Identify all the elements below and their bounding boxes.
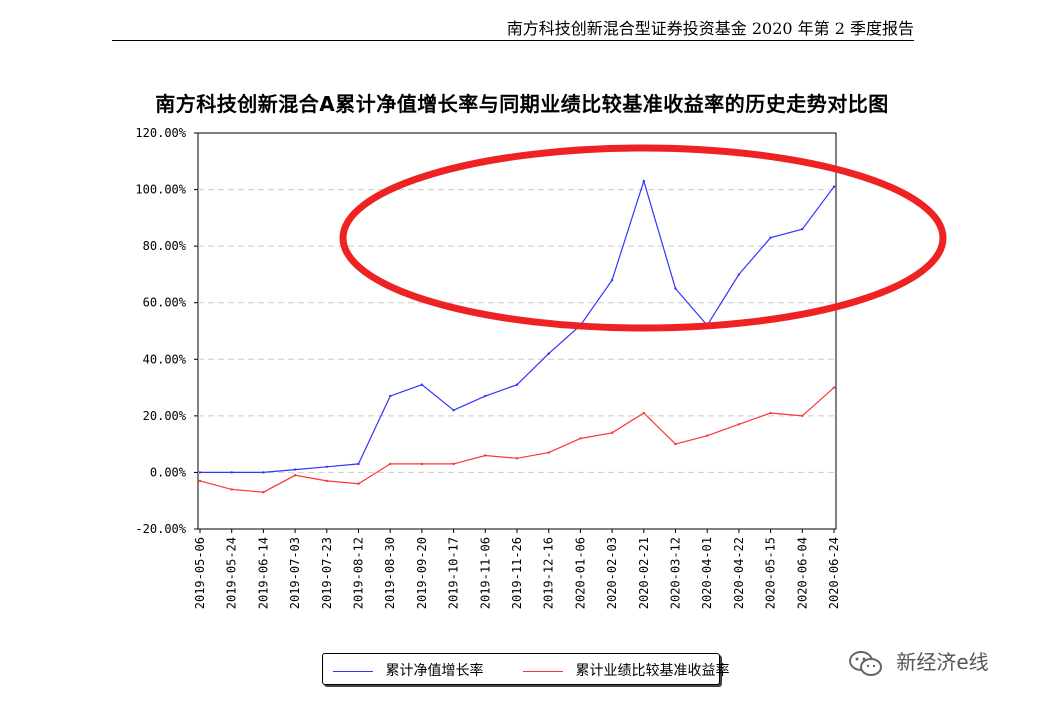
data-point-benchmark [674, 442, 677, 446]
x-tick-label: 2019-07-03 [288, 537, 302, 609]
data-point-benchmark [357, 482, 360, 485]
data-point-nav [452, 409, 455, 412]
legend-label-nav: 累计净值增长率 [385, 663, 484, 679]
data-point-benchmark [769, 411, 772, 415]
x-tick-label: 2020-06-04 [795, 537, 809, 609]
document-header-text: 南方科技创新混合型证券投资基金 2020 年第 2 季度报告 [506, 19, 914, 38]
y-tick-label: 0.00% [150, 465, 187, 479]
document-header: 南方科技创新混合型证券投资基金 2020 年第 2 季度报告 [112, 10, 914, 41]
data-point-benchmark [642, 411, 645, 415]
data-point-benchmark [420, 462, 424, 466]
data-point-benchmark [293, 474, 297, 477]
legend-item-benchmark: 累计业绩比较基准收益率 [523, 660, 730, 679]
x-tick-label: 2020-02-03 [605, 537, 619, 609]
x-tick-label: 2020-05-15 [764, 537, 778, 609]
y-tick-label: 100.00% [135, 183, 186, 197]
x-tick-label: 2019-05-06 [193, 537, 207, 609]
watermark: 新经济e线 [848, 646, 989, 680]
x-tick-label: 2019-11-26 [510, 537, 524, 609]
y-tick-label: 120.00% [135, 126, 186, 140]
y-tick-label: 60.00% [143, 296, 187, 310]
data-point-nav [515, 383, 519, 386]
x-tick-label: 2019-06-14 [256, 537, 270, 609]
data-point-nav [198, 471, 202, 474]
x-tick-label: 2019-07-23 [320, 537, 334, 609]
data-point-nav [293, 468, 297, 471]
data-point-benchmark [325, 479, 328, 483]
data-point-nav [420, 383, 424, 386]
data-point-benchmark [198, 479, 202, 483]
data-point-nav [357, 462, 360, 466]
data-point-nav [642, 179, 645, 183]
wechat-icon [849, 650, 882, 676]
data-point-nav [325, 465, 328, 468]
chart-legend: 累计净值增长率 累计业绩比较基准收益率 [322, 653, 729, 685]
legend-line-benchmark [523, 670, 563, 672]
x-tick-label: 2019-05-24 [225, 537, 239, 609]
data-point-benchmark [452, 462, 455, 466]
data-point-benchmark [737, 423, 741, 426]
data-point-benchmark [706, 434, 709, 437]
data-point-nav [484, 394, 487, 398]
y-tick-label: 20.00% [143, 409, 187, 423]
x-tick-label: 2020-02-21 [637, 537, 651, 609]
data-point-nav [801, 227, 804, 231]
data-point-nav [769, 236, 772, 239]
x-tick-label: 2020-04-01 [700, 537, 714, 609]
data-point-nav [832, 185, 836, 188]
data-point-benchmark [610, 431, 614, 435]
data-point-benchmark [801, 414, 804, 418]
plot-area [197, 132, 837, 530]
x-tick-label: 2019-12-16 [542, 537, 556, 609]
x-tick-label: 2020-06-24 [827, 537, 841, 609]
data-point-nav [262, 471, 265, 474]
y-tick-label: -20.00% [135, 522, 186, 536]
data-point-benchmark [547, 451, 550, 454]
data-point-nav [737, 273, 741, 276]
data-point-benchmark [262, 491, 265, 494]
data-point-nav [674, 287, 677, 290]
annotation-ellipse [339, 144, 947, 332]
x-tick-label: 2019-10-17 [447, 537, 461, 609]
chart-title: 南方科技创新混合A累计净值增长率与同期业绩比较基准收益率的历史走势对比图 [155, 92, 889, 116]
x-tick-label: 2019-11-06 [478, 537, 492, 609]
data-point-nav [230, 471, 233, 474]
watermark-text: 新经济e线 [896, 650, 989, 674]
data-point-benchmark [389, 462, 392, 466]
x-tick-label: 2019-08-30 [383, 537, 397, 609]
x-tick-label: 2019-09-20 [415, 537, 429, 609]
legend-line-nav [333, 670, 373, 672]
data-point-nav [547, 352, 550, 355]
y-tick-label: 80.00% [143, 239, 187, 253]
x-tick-label: 2019-08-12 [352, 537, 366, 609]
data-point-benchmark [832, 386, 836, 389]
data-point-benchmark [230, 488, 233, 491]
data-point-benchmark [579, 437, 582, 440]
data-point-nav [389, 394, 392, 398]
x-tick-label: 2020-03-12 [669, 537, 683, 609]
legend-label-benchmark: 累计业绩比较基准收益率 [575, 663, 730, 679]
legend-item-nav: 累计净值增长率 [333, 660, 484, 679]
data-point-benchmark [515, 457, 519, 460]
data-point-nav [610, 278, 614, 282]
data-point-benchmark [484, 454, 487, 457]
x-tick-label: 2020-04-22 [732, 537, 746, 609]
y-tick-label: 40.00% [143, 352, 187, 366]
x-tick-label: 2020-01-06 [573, 537, 587, 609]
